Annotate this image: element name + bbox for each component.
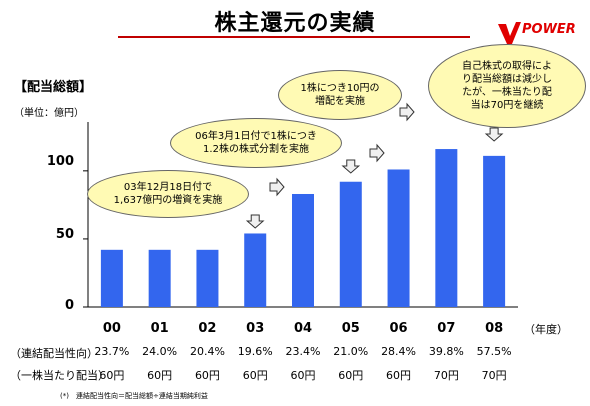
dividend-per-share-label: （一株当たり配当） <box>10 369 109 382</box>
arrow-to-2006 <box>369 143 385 163</box>
x-tick-label-08: 08 <box>485 321 504 336</box>
x-unit-label: （年度） <box>524 323 568 336</box>
title-underline <box>118 36 470 38</box>
payout-ratio-02: 20.4% <box>189 345 225 358</box>
annotation-2008-line2: り配当総額は減少し <box>462 74 552 85</box>
dividend-per-share-03: 60円 <box>242 369 268 382</box>
annotation-2003-capital-increase: 03年12月18日付で 1,637億円の増資を実施 <box>87 170 249 218</box>
y-unit-label: （単位：億円） <box>14 108 84 119</box>
footnote: (*) 連結配当性向＝配当総額÷連結当期純利益 <box>60 392 208 400</box>
payout-ratio-00: 23.7% <box>94 345 130 358</box>
payout-ratio-03: 19.6% <box>237 345 273 358</box>
arrow-to-2004 <box>269 177 285 197</box>
arrow-to-2007 <box>399 102 415 122</box>
x-tick-label-00: 00 <box>102 321 121 336</box>
payout-ratio-07: 39.8% <box>428 345 464 358</box>
y-tick-label-100: 100 <box>46 154 74 169</box>
payout-ratio-05: 21.0% <box>333 345 369 358</box>
annotation-2003-line2: 1,637億円の増資を実施 <box>113 195 223 206</box>
x-tick-label-01: 01 <box>150 321 169 336</box>
annotation-2008-line1: 自己株式の取得によ <box>462 61 552 72</box>
x-tick-label-07: 07 <box>437 321 456 336</box>
dividend-per-share-07: 70円 <box>433 369 459 382</box>
y-tick-label-50: 50 <box>55 227 74 242</box>
arrow-2008 <box>484 127 504 142</box>
payout-ratio-06: 28.4% <box>381 345 417 358</box>
x-tick-label-02: 02 <box>198 321 217 336</box>
x-tick-label-03: 03 <box>246 321 265 336</box>
bar-03 <box>244 233 267 307</box>
x-tick-label-06: 06 <box>389 321 408 336</box>
jpower-logo <box>498 22 521 44</box>
annotation-2006-stock-split: 06年3月1日付で1株につき 1.2株の株式分割を実施 <box>170 118 342 168</box>
arrow-2003 <box>245 214 265 229</box>
payout-ratio-08: 57.5% <box>476 345 512 358</box>
dividend-per-share-00: 60円 <box>99 369 125 382</box>
annotation-2008-line4: 当は70円を継続 <box>470 100 544 111</box>
dividend-per-share-04: 60円 <box>290 369 316 382</box>
dividend-per-share-01: 60円 <box>147 369 173 382</box>
annotation-2007-line1: 1株につき10円の <box>300 83 380 94</box>
bar-00 <box>100 249 123 307</box>
annotation-2008-buyback: 自己株式の取得によ り配当総額は減少し たが、一株当たり配 当は70円を継続 <box>428 44 586 128</box>
payout-ratio-04: 23.4% <box>285 345 321 358</box>
bar-02 <box>196 249 219 307</box>
payout-ratio-01: 24.0% <box>142 345 178 358</box>
x-tick-label-04: 04 <box>293 321 313 336</box>
bar-07 <box>435 149 458 307</box>
annotation-2008-line3: たが、一株当たり配 <box>462 87 552 98</box>
logo-text: POWER <box>522 22 576 37</box>
bar-06 <box>387 169 410 307</box>
page-title: 株主還元の実績 <box>214 11 376 36</box>
annotation-2003-line1: 03年12月18日付で <box>123 182 213 193</box>
bar-04 <box>292 193 314 307</box>
annotation-2006-line1: 06年3月1日付で1株につき <box>195 131 317 142</box>
arrow-2005 <box>341 159 361 174</box>
annotation-2007-line2: 増配を実施 <box>315 96 365 107</box>
dividend-per-share-08: 70円 <box>481 369 507 382</box>
dividend-per-share-05: 60円 <box>338 369 364 382</box>
annotation-2007-dividend-increase: 1株につき10円の 増配を実施 <box>278 70 402 120</box>
dividend-per-share-06: 60円 <box>386 369 412 382</box>
annotation-2006-line2: 1.2株の株式分割を実施 <box>203 144 309 155</box>
x-tick-label-05: 05 <box>341 321 360 336</box>
payout-ratio-label: （連結配当性向） <box>10 347 98 360</box>
bar-05 <box>339 181 362 307</box>
dividend-per-share-02: 60円 <box>194 369 220 382</box>
bar-01 <box>148 249 171 307</box>
section-label: 【配当総額】 <box>14 80 93 95</box>
y-tick-label-0: 0 <box>64 298 74 313</box>
bar-08 <box>483 155 506 307</box>
